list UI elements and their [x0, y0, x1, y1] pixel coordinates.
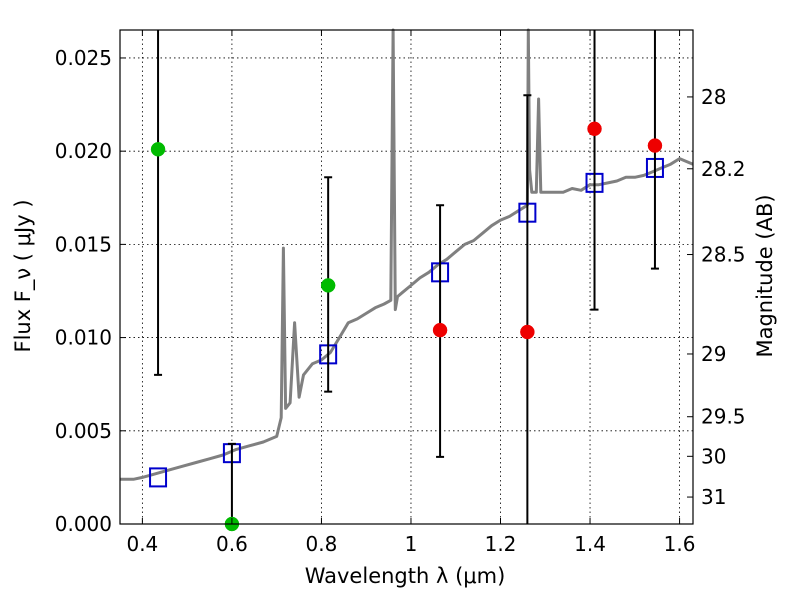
x-tick-label: 1.2 [485, 532, 517, 556]
red-detection-point [432, 322, 448, 338]
plot-frame [119, 29, 694, 525]
x-tick-label: 1.4 [574, 532, 606, 556]
right-axis-ticks: 28 28.2 28.5 29 29.5 30 31 [687, 85, 746, 509]
error-bars [154, 30, 659, 524]
green-detection-point [150, 142, 166, 157]
x-tick-label: 1.6 [664, 532, 696, 556]
red-detection-point [587, 121, 602, 137]
x-tick-label: 0.4 [126, 532, 158, 556]
right-axis-label: Magnitude (AB) [753, 194, 777, 357]
x-axis-label: Wavelength λ (μm) [305, 564, 506, 588]
y-axis-ticks: 0.000 0.005 0.010 0.015 0.020 0.025 [55, 46, 126, 536]
right-tick-label: 30 [701, 444, 726, 468]
red-detection-point [520, 324, 535, 340]
x-axis-ticks: 0.4 0.6 0.8 1 1.2 1.4 1.6 [126, 30, 695, 556]
y-tick-label: 0.000 [55, 512, 112, 536]
right-tick-label: 29.5 [701, 405, 746, 429]
y-tick-label: 0.020 [55, 139, 112, 163]
y-tick-label: 0.010 [55, 326, 112, 350]
model-photometry-series [149, 157, 664, 488]
model-photometry-box [149, 467, 168, 488]
sed-model-series [120, 28, 694, 481]
right-tick-label: 31 [701, 485, 726, 509]
x-tick-label: 0.6 [216, 532, 248, 556]
y-axis-label: Flux F_ν ( μJy ) [11, 199, 36, 352]
detection-points [150, 121, 663, 532]
sed-model-line [120, 28, 694, 481]
y-tick-label: 0.025 [55, 46, 112, 70]
right-tick-label: 29 [701, 342, 726, 366]
x-tick-label: 0.8 [306, 532, 338, 556]
grid [120, 30, 693, 524]
x-tick-label: 1 [405, 532, 418, 556]
right-tick-label: 28.5 [701, 243, 746, 267]
y-tick-label: 0.015 [55, 232, 112, 256]
right-tick-label: 28.2 [701, 157, 746, 181]
green-detection-point [320, 278, 336, 293]
y-tick-label: 0.005 [55, 419, 112, 443]
red-detection-point [647, 138, 663, 153]
right-tick-label: 28 [701, 85, 726, 109]
